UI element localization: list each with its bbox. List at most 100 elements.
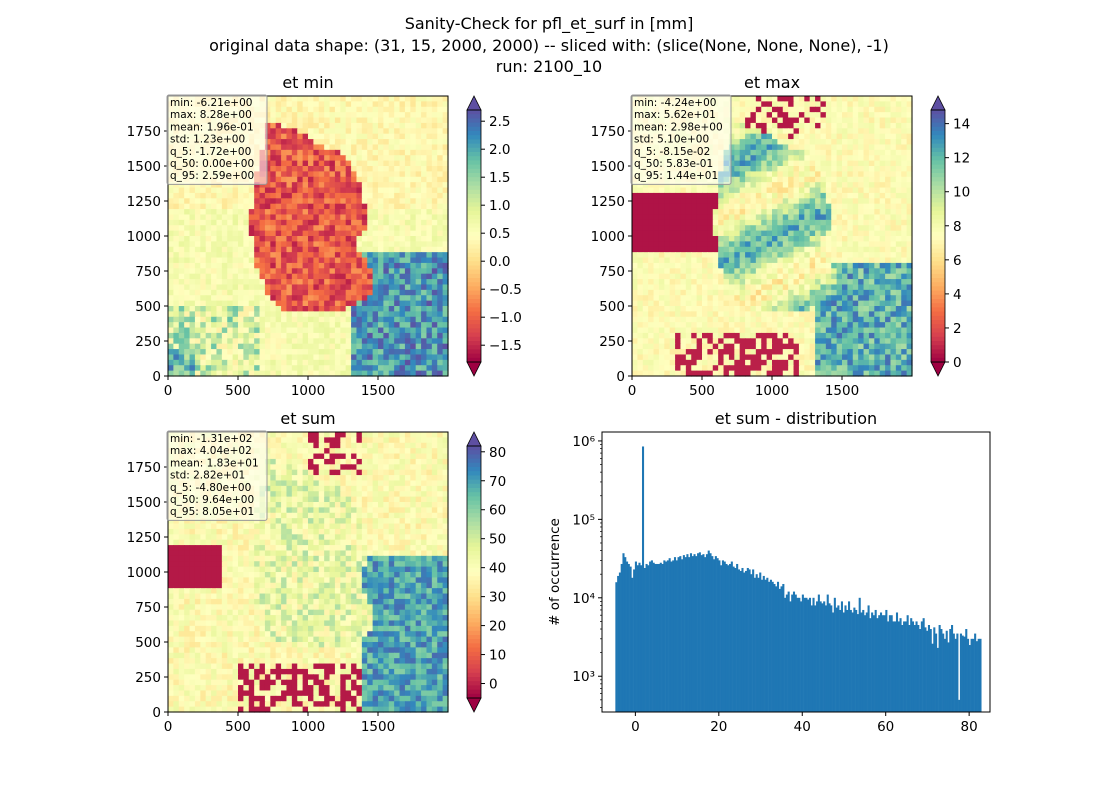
map-cell	[637, 241, 644, 248]
map-cell	[388, 370, 395, 377]
map-cell	[901, 246, 908, 253]
map-cell	[906, 149, 913, 156]
map-cell	[351, 198, 358, 205]
map-cell	[404, 289, 411, 296]
map-cell	[281, 262, 288, 269]
map-cell	[415, 171, 422, 178]
map-cell	[793, 166, 800, 172]
map-cell	[313, 117, 320, 124]
map-cell	[205, 354, 212, 361]
map-cell	[372, 338, 379, 345]
map-cell	[221, 284, 228, 291]
map-cell	[777, 214, 784, 221]
map-cell	[632, 241, 638, 248]
map-cell	[820, 225, 827, 232]
map-cell	[394, 182, 401, 189]
map-cell	[238, 252, 244, 259]
map-cell	[895, 230, 902, 237]
map-cell	[868, 279, 875, 286]
map-cell	[680, 214, 687, 221]
map-cell	[227, 338, 234, 345]
map-cell	[793, 300, 800, 307]
map-cell	[313, 198, 320, 205]
map-cell	[793, 133, 800, 140]
map-cell	[302, 176, 309, 183]
map-cell	[863, 122, 870, 129]
map-cell	[831, 252, 838, 259]
map-cell	[297, 322, 304, 329]
map-cell	[788, 236, 795, 242]
map-cell	[345, 327, 352, 334]
map-cell	[388, 160, 395, 167]
map-cell	[669, 241, 676, 248]
map-cell	[238, 236, 244, 242]
map-cell	[868, 295, 875, 302]
map-cell	[874, 252, 881, 259]
map-cell	[178, 289, 185, 296]
map-cell	[345, 182, 352, 189]
map-cell	[793, 316, 800, 323]
map-cell	[772, 279, 778, 286]
map-cell	[173, 246, 180, 253]
map-cell	[211, 284, 218, 291]
map-cell	[248, 214, 255, 221]
map-cell	[696, 225, 703, 232]
map-cell	[227, 268, 234, 275]
map-cell	[394, 230, 401, 237]
map-cell	[718, 236, 725, 242]
map-cell	[728, 182, 735, 189]
map-cell	[173, 182, 180, 189]
map-cell	[367, 365, 374, 372]
map-cell	[782, 171, 789, 178]
map-cell	[275, 106, 282, 113]
map-cell	[211, 187, 218, 194]
map-cell	[879, 279, 886, 286]
map-cell	[184, 209, 191, 216]
map-cell	[442, 322, 449, 329]
map-cell	[745, 155, 752, 162]
map-cell	[890, 300, 897, 307]
map-cell	[750, 246, 757, 253]
map-cell	[243, 182, 250, 189]
map-cell	[361, 252, 368, 259]
map-cell	[858, 198, 865, 205]
map-cell	[378, 279, 384, 286]
map-cell	[329, 182, 336, 189]
map-cell	[809, 182, 816, 189]
map-cell	[345, 155, 352, 162]
map-cell	[345, 246, 352, 253]
map-cell	[755, 112, 762, 119]
map-cell	[421, 139, 428, 146]
map-cell	[211, 349, 218, 356]
map-cell	[809, 198, 816, 205]
map-cell	[815, 209, 822, 216]
map-cell	[755, 203, 762, 210]
map-cell	[367, 322, 374, 329]
map-cell	[782, 316, 789, 323]
map-cell	[254, 230, 261, 237]
map-cell	[782, 300, 789, 307]
map-cell	[431, 128, 438, 135]
map-cell	[351, 262, 358, 269]
map-cell	[345, 268, 352, 275]
map-cell	[286, 300, 293, 307]
map-cell	[675, 241, 682, 248]
map-cell	[383, 112, 390, 119]
map-cell	[410, 144, 417, 151]
map-cell	[685, 273, 692, 280]
map-cell	[669, 268, 676, 275]
map-cell	[302, 155, 309, 162]
map-cell	[426, 284, 433, 291]
map-cell	[275, 300, 282, 307]
map-cell	[648, 262, 655, 269]
map-cell	[637, 279, 644, 286]
map-cell	[734, 182, 741, 189]
map-cell	[291, 171, 298, 178]
map-cell	[259, 262, 266, 269]
map-cell	[351, 289, 358, 296]
map-cell	[168, 203, 174, 210]
map-cell	[356, 295, 363, 302]
map-cell	[793, 268, 800, 275]
map-cell	[815, 96, 822, 102]
map-cell	[642, 225, 649, 232]
